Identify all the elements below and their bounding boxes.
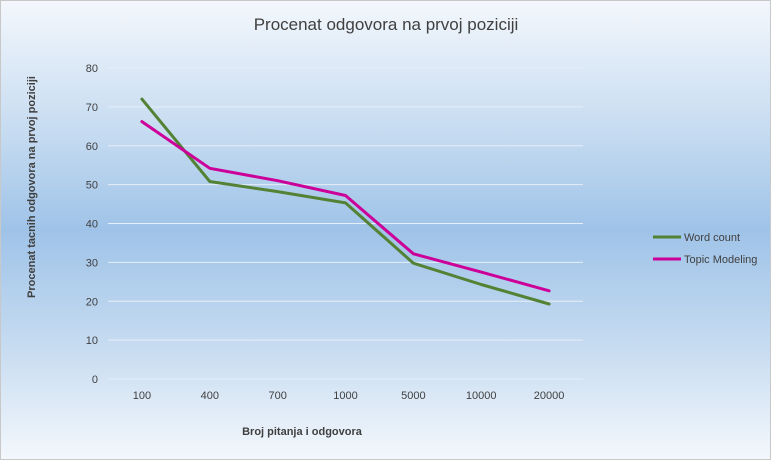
y-tick-label: 10 xyxy=(86,335,98,347)
x-tick-label: 100 xyxy=(133,390,151,402)
y-tick-label: 70 xyxy=(86,102,98,114)
x-tick-label: 5000 xyxy=(401,390,425,402)
legend-label-topic-modeling: Topic Modeling xyxy=(684,254,757,266)
legend: Word count Topic Modeling xyxy=(653,232,757,266)
x-tick-label: 20000 xyxy=(534,390,565,402)
y-tick-label: 30 xyxy=(86,257,98,269)
y-tick-label: 50 xyxy=(86,180,98,192)
x-tick-label: 400 xyxy=(201,390,219,402)
x-tick-label: 10000 xyxy=(466,390,497,402)
y-tick-label: 60 xyxy=(86,141,98,153)
y-tick-label: 80 xyxy=(86,63,98,75)
x-tick-label: 700 xyxy=(268,390,286,402)
y-axis-title: Procenat tacnih odgovora na prvoj pozici… xyxy=(26,76,38,298)
x-axis-title: Broj pitanja i odgovora xyxy=(242,426,363,438)
series-lines xyxy=(140,97,551,306)
x-tick-label: 1000 xyxy=(333,390,357,402)
chart-title: Procenat odgovora na prvoj poziciji xyxy=(254,15,519,34)
legend-label-word-count: Word count xyxy=(684,232,740,244)
series-line-word-count xyxy=(140,97,551,306)
y-tick-label: 40 xyxy=(86,219,98,231)
y-axis-ticks: 0 10 20 30 40 50 60 70 80 xyxy=(86,63,98,386)
series-line-topic-modeling xyxy=(140,120,551,293)
y-tick-label: 20 xyxy=(86,296,98,308)
x-axis-ticks: 100 400 700 1000 5000 10000 20000 xyxy=(133,390,565,402)
gridlines xyxy=(108,67,583,380)
y-tick-label: 0 xyxy=(92,374,98,386)
